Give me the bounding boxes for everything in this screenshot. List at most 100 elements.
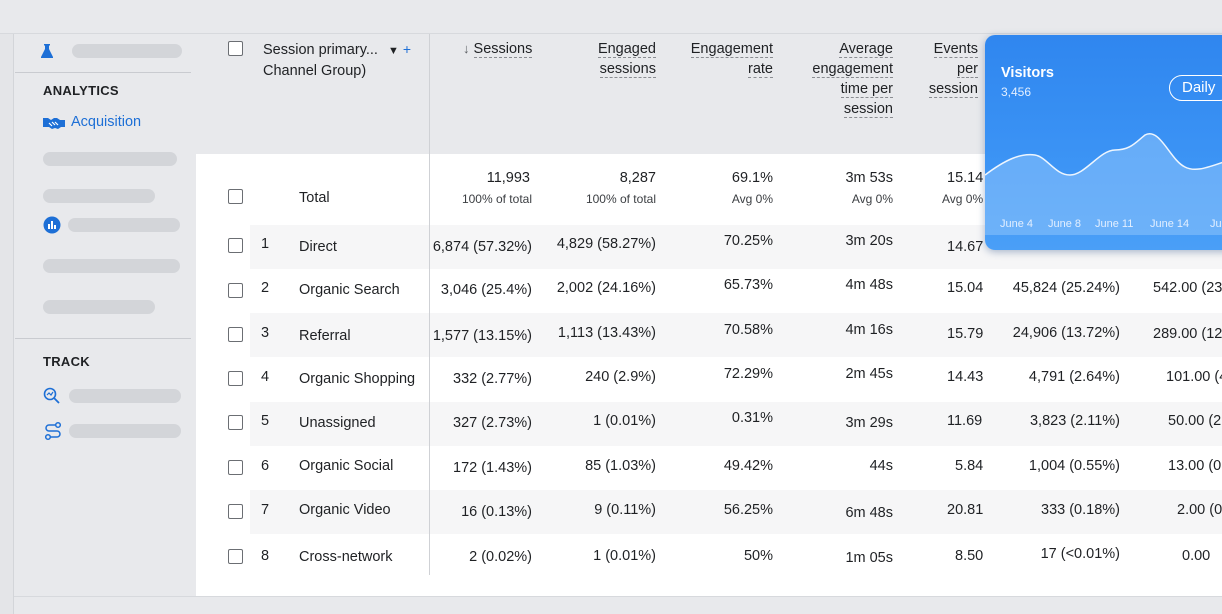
- engaged-value: 1 (0.01%): [593, 548, 656, 564]
- visitors-sparkline: [985, 133, 1222, 235]
- events-value: 17 (<0.01%): [1040, 546, 1120, 562]
- sort-arrow-icon: ↓: [463, 41, 470, 56]
- row-checkbox[interactable]: [228, 371, 243, 386]
- rate-value: 50%: [743, 548, 773, 564]
- row-number: 7: [261, 502, 270, 518]
- dimension-header[interactable]: Session primary... ▼ + Channel Group): [263, 39, 411, 81]
- acquisition-label: Acquisition: [71, 114, 142, 130]
- extra-value: 289.00 (12: [1153, 326, 1222, 342]
- channel-name: Unassigned: [299, 415, 376, 431]
- chart-circle-icon: [43, 216, 61, 234]
- engagement-rate-header[interactable]: Engagement rate: [670, 39, 773, 79]
- extra-value: 13.00 (0: [1168, 458, 1222, 474]
- x-label: June 8: [1048, 218, 1082, 230]
- x-label: June 11: [1095, 218, 1134, 230]
- events-value: 1,004 (0.55%): [1028, 458, 1120, 474]
- caret-down-icon[interactable]: ▼: [388, 45, 399, 57]
- total-row-checkbox[interactable]: [228, 189, 243, 204]
- eps-value: 14.43: [947, 369, 984, 385]
- channel-name: Cross-network: [299, 549, 393, 565]
- events-value: 4,791 (2.64%): [1028, 369, 1120, 385]
- engaged-value: 9 (0.11%): [594, 502, 656, 518]
- row-number: 1: [261, 236, 270, 252]
- avg-time-value: 2m 45s: [845, 366, 893, 382]
- sidebar-item-reports[interactable]: [43, 216, 180, 234]
- sessions-value: 332 (2.77%): [453, 371, 532, 387]
- sidebar-item-lab[interactable]: [40, 43, 182, 59]
- sidebar-divider: [15, 338, 191, 339]
- sidebar-item-flow[interactable]: [43, 421, 181, 441]
- row-number: 2: [261, 280, 270, 296]
- channel-name: Organic Search: [299, 282, 400, 298]
- eps-value: 15.04: [947, 280, 984, 296]
- x-label: June 4: [1000, 218, 1034, 230]
- add-dimension-icon[interactable]: +: [402, 41, 412, 57]
- sidebar-placeholder: [69, 424, 181, 438]
- total-engaged-sub: 100% of total: [585, 192, 656, 206]
- sessions-value: 172 (1.43%): [453, 460, 532, 476]
- eps-header-line3: session: [928, 81, 978, 98]
- row-checkbox[interactable]: [228, 549, 243, 564]
- sidebar-placeholder: [43, 189, 155, 203]
- sessions-value: 327 (2.73%): [453, 415, 532, 431]
- avg-time-value: 4m 16s: [845, 322, 893, 338]
- visitors-title: Visitors: [1001, 65, 1054, 81]
- sidebar-item-acquisition[interactable]: Acquisition: [43, 114, 141, 130]
- row-checkbox[interactable]: [228, 283, 243, 298]
- x-label: June 14: [1150, 218, 1190, 230]
- rate-value: 70.58%: [723, 322, 773, 338]
- sidebar-item-search[interactable]: [43, 387, 181, 405]
- row-number: 6: [261, 458, 270, 474]
- eps-value: 15.79: [947, 326, 984, 342]
- sessions-value: 2 (0.02%): [469, 549, 532, 565]
- total-eps: 15.14: [947, 170, 984, 186]
- dimension-header-line2: Channel Group): [263, 63, 367, 79]
- left-rail: [0, 34, 14, 614]
- events-per-session-header[interactable]: Events per session: [920, 39, 984, 101]
- rate-value: 65.73%: [723, 277, 773, 293]
- engaged-value: 85 (1.03%): [585, 458, 656, 474]
- engaged-value: 240 (2.9%): [585, 369, 656, 385]
- avg-time-value: 6m 48s: [845, 505, 893, 521]
- engaged-sessions-header[interactable]: Engaged sessions: [570, 39, 656, 79]
- eps-header-line2: per: [957, 61, 978, 78]
- row-checkbox[interactable]: [228, 504, 243, 519]
- total-sessions: 11,993: [486, 170, 530, 186]
- row-checkbox[interactable]: [228, 415, 243, 430]
- engaged-header-line1: Engaged: [597, 41, 656, 58]
- row-number: 5: [261, 413, 270, 429]
- row-background: [250, 402, 1222, 446]
- rate-value: 56.25%: [723, 502, 773, 518]
- avg-header-line2: engagement: [812, 61, 893, 78]
- select-all-checkbox[interactable]: [228, 41, 243, 56]
- engaged-value: 2,002 (24.16%): [556, 280, 656, 296]
- rate-header-line2: rate: [748, 61, 773, 78]
- visitors-card[interactable]: Visitors 3,456 Daily June 4 June 8 June …: [985, 35, 1222, 250]
- sidebar-placeholder: [43, 300, 155, 314]
- sessions-value: 16 (0.13%): [461, 504, 532, 520]
- total-eps-sub: Avg 0%: [942, 192, 984, 206]
- row-checkbox[interactable]: [228, 238, 243, 253]
- extra-value: 542.00 (23: [1153, 280, 1222, 296]
- avg-header-line1: Average: [839, 41, 893, 58]
- events-value: 3,823 (2.11%): [1029, 413, 1120, 429]
- avg-engagement-header[interactable]: Average engagement time per session: [790, 39, 893, 119]
- sidebar: [15, 34, 195, 614]
- eps-value: 11.69: [947, 413, 983, 429]
- events-value: 333 (0.18%): [1041, 502, 1120, 518]
- total-rate: 69.1%: [731, 170, 773, 186]
- sessions-value: 1,577 (13.15%): [432, 328, 532, 344]
- row-checkbox[interactable]: [228, 460, 243, 475]
- eps-header-line1: Events: [933, 41, 978, 58]
- avg-header-line3: time per: [840, 81, 893, 98]
- sessions-header[interactable]: ↓ Sessions: [463, 39, 533, 59]
- daily-button[interactable]: Daily: [1169, 75, 1222, 101]
- avg-time-value: 1m 05s: [845, 550, 893, 566]
- sessions-value: 3,046 (25.4%): [440, 282, 532, 298]
- sessions-value: 6,874 (57.32%): [432, 239, 532, 255]
- bottom-bar: [14, 596, 1222, 614]
- rate-value: 70.25%: [723, 233, 773, 249]
- row-checkbox[interactable]: [228, 327, 243, 342]
- extra-value: 101.00 (4: [1166, 369, 1222, 385]
- row-number: 8: [261, 548, 270, 564]
